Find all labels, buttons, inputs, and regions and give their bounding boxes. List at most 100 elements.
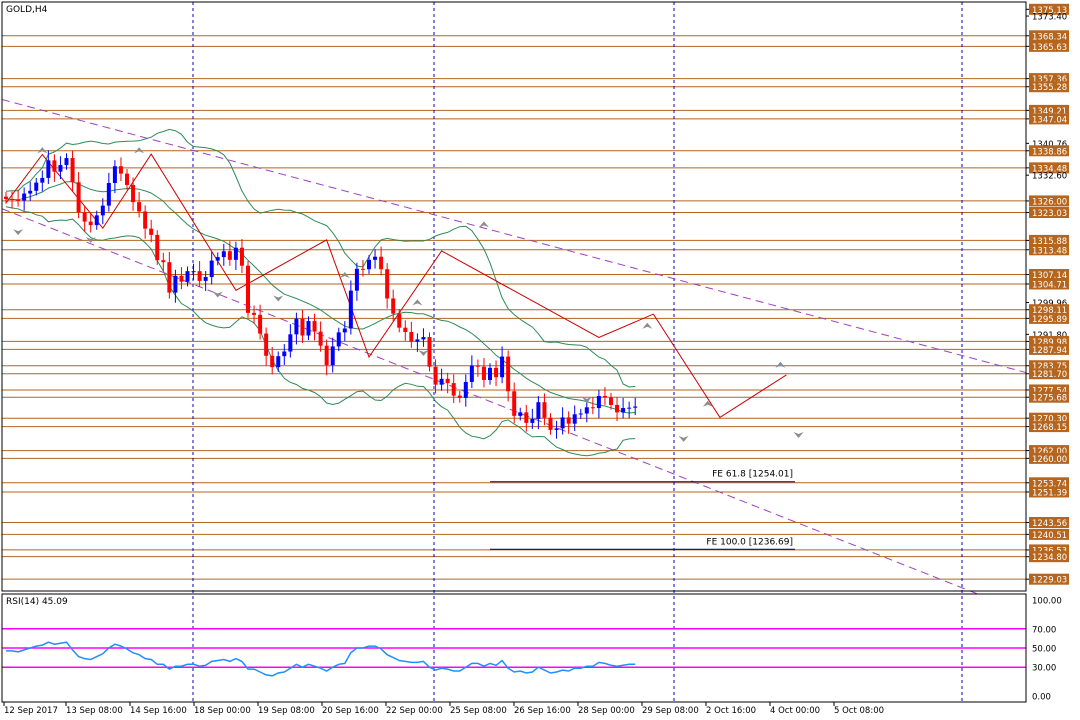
price-label-box (1029, 40, 1069, 52)
rsi-axis-label: 0.00 (1032, 693, 1051, 703)
fractal-up-icon (412, 299, 423, 306)
candle-body (318, 331, 323, 346)
candle-body (22, 193, 27, 201)
channel-lower-line (1, 208, 981, 596)
candle-body (282, 351, 287, 357)
price-label: 1365.63 (1032, 43, 1067, 53)
price-label: 1275.68 (1032, 394, 1067, 404)
price-label: 1357.36 (1032, 75, 1067, 85)
fractal-up-icon (37, 147, 48, 154)
candle-body (409, 331, 414, 342)
fractal-down-icon (212, 291, 223, 298)
candle-body (34, 182, 39, 191)
price-label-box (1029, 145, 1069, 157)
fe-level-label: FE 61.8 [1254.01] (712, 470, 793, 480)
candle-body (215, 257, 220, 261)
price-label: 1283.75 (1032, 362, 1067, 372)
x-axis-label: 13 Sep 08:00 (66, 706, 123, 716)
candle-body (584, 407, 589, 414)
candle-body (463, 381, 468, 398)
price-label: 1251.39 (1032, 488, 1067, 498)
price-panel-frame (1, 1, 1027, 592)
price-label: 1268.15 (1032, 423, 1067, 433)
candle-body (288, 334, 293, 352)
price-label: 1295.89 (1032, 315, 1067, 325)
candle-body (506, 356, 511, 392)
candle-body (270, 355, 275, 368)
fractal-down-icon (273, 295, 284, 302)
candle-body (415, 339, 420, 342)
candle-body (191, 271, 196, 273)
x-axis-label: 2 Oct 16:00 (706, 706, 756, 716)
price-label: 1315.88 (1032, 237, 1067, 247)
x-axis-label: 12 Sep 2017 (4, 706, 58, 716)
price-label-box (1029, 113, 1069, 125)
price-label: 1340.76 (1032, 140, 1067, 150)
price-label-box (1029, 544, 1069, 556)
candle-body (360, 268, 365, 270)
candle-body (609, 397, 613, 405)
price-label: 1334.48 (1032, 164, 1067, 174)
candle-body (70, 158, 75, 183)
candle-body (391, 298, 396, 314)
candle-body (354, 268, 359, 291)
candle-body (627, 407, 632, 409)
candle-body (536, 402, 541, 419)
price-label: 1323.03 (1032, 209, 1067, 219)
candle-body (433, 366, 438, 385)
price-label: 1368.34 (1032, 32, 1067, 42)
candle-body (88, 221, 93, 226)
price-label: 1304.71 (1032, 280, 1067, 290)
candle-body (615, 404, 620, 413)
fractal-up-icon (775, 361, 786, 368)
channel-upper-line (1, 99, 1027, 374)
candle-body (252, 312, 257, 315)
candle-body (137, 202, 142, 212)
price-label: 1277.54 (1032, 386, 1067, 396)
candle-body (203, 276, 208, 281)
candle-body (76, 182, 81, 213)
candle-body (276, 356, 281, 368)
candle-body (451, 383, 456, 396)
price-label: 1243.56 (1032, 519, 1067, 529)
price-label-box (1029, 278, 1069, 290)
candle-body (40, 177, 45, 183)
rsi-axis-label: 50.00 (1032, 645, 1056, 655)
candle-body (488, 367, 492, 380)
candle-body (379, 256, 384, 270)
candle-body (336, 332, 341, 347)
x-axis-label: 4 Oct 00:00 (770, 706, 820, 716)
candle-body (530, 418, 535, 423)
candle-body (209, 260, 214, 277)
candle-body (524, 412, 529, 423)
candle-body (572, 414, 577, 424)
fe-level-label: FE 100.0 [1236.69] (706, 537, 793, 547)
candle-body (494, 367, 499, 378)
price-label-box (1029, 486, 1069, 498)
candle-body (4, 196, 8, 199)
candle-body (367, 259, 371, 270)
candle-body (179, 275, 184, 282)
x-axis-label: 5 Oct 08:00 (834, 706, 884, 716)
candle-body (590, 407, 595, 409)
price-label: 1281.70 (1032, 370, 1067, 380)
candle-body (518, 412, 523, 416)
candle-body (10, 198, 15, 200)
fractal-up-icon (642, 322, 653, 329)
candle-body (348, 290, 353, 329)
candle-body (64, 158, 69, 166)
rsi-line (6, 641, 636, 677)
price-label-box (1029, 269, 1069, 281)
price-label: 1347.04 (1032, 115, 1067, 125)
price-label: 1298.11 (1032, 306, 1067, 316)
candle-body (633, 406, 638, 408)
zigzag-line (5, 153, 787, 419)
candle-body (167, 262, 172, 293)
candle-body (312, 321, 317, 332)
candle-body (330, 346, 335, 366)
candle-body (542, 402, 547, 418)
price-label-box (1029, 384, 1069, 396)
candle-body (560, 417, 565, 429)
